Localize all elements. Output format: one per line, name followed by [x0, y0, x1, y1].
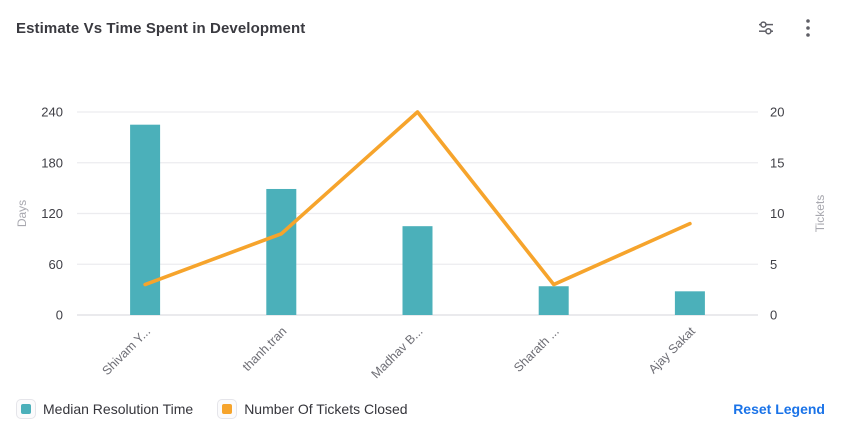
legend-marker-icon — [217, 399, 238, 419]
chart-title: Estimate Vs Time Spent in Development — [16, 19, 306, 37]
y-right-tick-15: 15 — [770, 155, 784, 170]
y-left-tick-60: 60 — [49, 257, 63, 272]
tune-filter-button[interactable] — [755, 17, 777, 39]
bar-3[interactable] — [538, 286, 569, 315]
x-axis-label-4: Ajay Sakat — [646, 324, 699, 377]
bar-1[interactable] — [266, 188, 297, 315]
x-axis-label-1: thanh.tran — [240, 324, 290, 374]
legend-marker-icon — [16, 399, 36, 419]
chart-plot-area: 0 0 60 5 120 10 180 15 240 20 Days Tickets Shivam Y.… — [0, 82, 841, 394]
y-left-tick-180: 180 — [41, 155, 63, 170]
legend-swatch — [222, 404, 233, 414]
kebab-menu-icon — [806, 19, 810, 37]
legend-swatch — [21, 404, 31, 414]
y-right-tick-20: 20 — [770, 105, 784, 120]
line-series[interactable] — [143, 110, 692, 287]
bar-4[interactable] — [674, 291, 705, 315]
y-right-tick-10: 10 — [770, 206, 784, 221]
y-right-tick-5: 5 — [770, 257, 777, 272]
legend-label: Number Of Tickets Closed — [244, 401, 408, 417]
y-right-axis-title: Tickets — [813, 195, 827, 233]
card-header: Estimate Vs Time Spent in Development — [0, 0, 841, 56]
reset-legend-link[interactable]: Reset Legend — [733, 401, 825, 417]
chart-canvas: 0 0 60 5 120 10 180 15 240 20 Days Tickets Shivam Y.… — [15, 105, 827, 382]
kebab-menu-button[interactable] — [797, 17, 819, 39]
bar-2[interactable] — [402, 226, 433, 315]
legend-item-0[interactable]: Median Resolution Time — [16, 399, 193, 419]
x-axis-label-3: Sharath ... — [511, 324, 562, 375]
legend-label: Median Resolution Time — [43, 401, 194, 417]
chart-legend: Median Resolution Time Number Of Tickets … — [16, 399, 408, 419]
y-left-tick-240: 240 — [41, 105, 63, 120]
y-left-tick-120: 120 — [41, 206, 63, 221]
header-actions — [755, 17, 819, 39]
y-right-tick-0: 0 — [770, 308, 777, 323]
legend-item-1[interactable]: Number Of Tickets Closed — [217, 399, 408, 419]
tune-sliders-icon — [759, 21, 773, 35]
card-footer: Median Resolution Time Number Of Tickets … — [16, 396, 825, 422]
x-axis-label-0: Shivam Y... — [99, 324, 153, 378]
y-left-axis-title: Days — [15, 200, 29, 227]
bar-0[interactable] — [130, 124, 161, 315]
x-axis-label-2: Madhav B... — [369, 324, 426, 381]
y-left-tick-0: 0 — [56, 308, 63, 323]
